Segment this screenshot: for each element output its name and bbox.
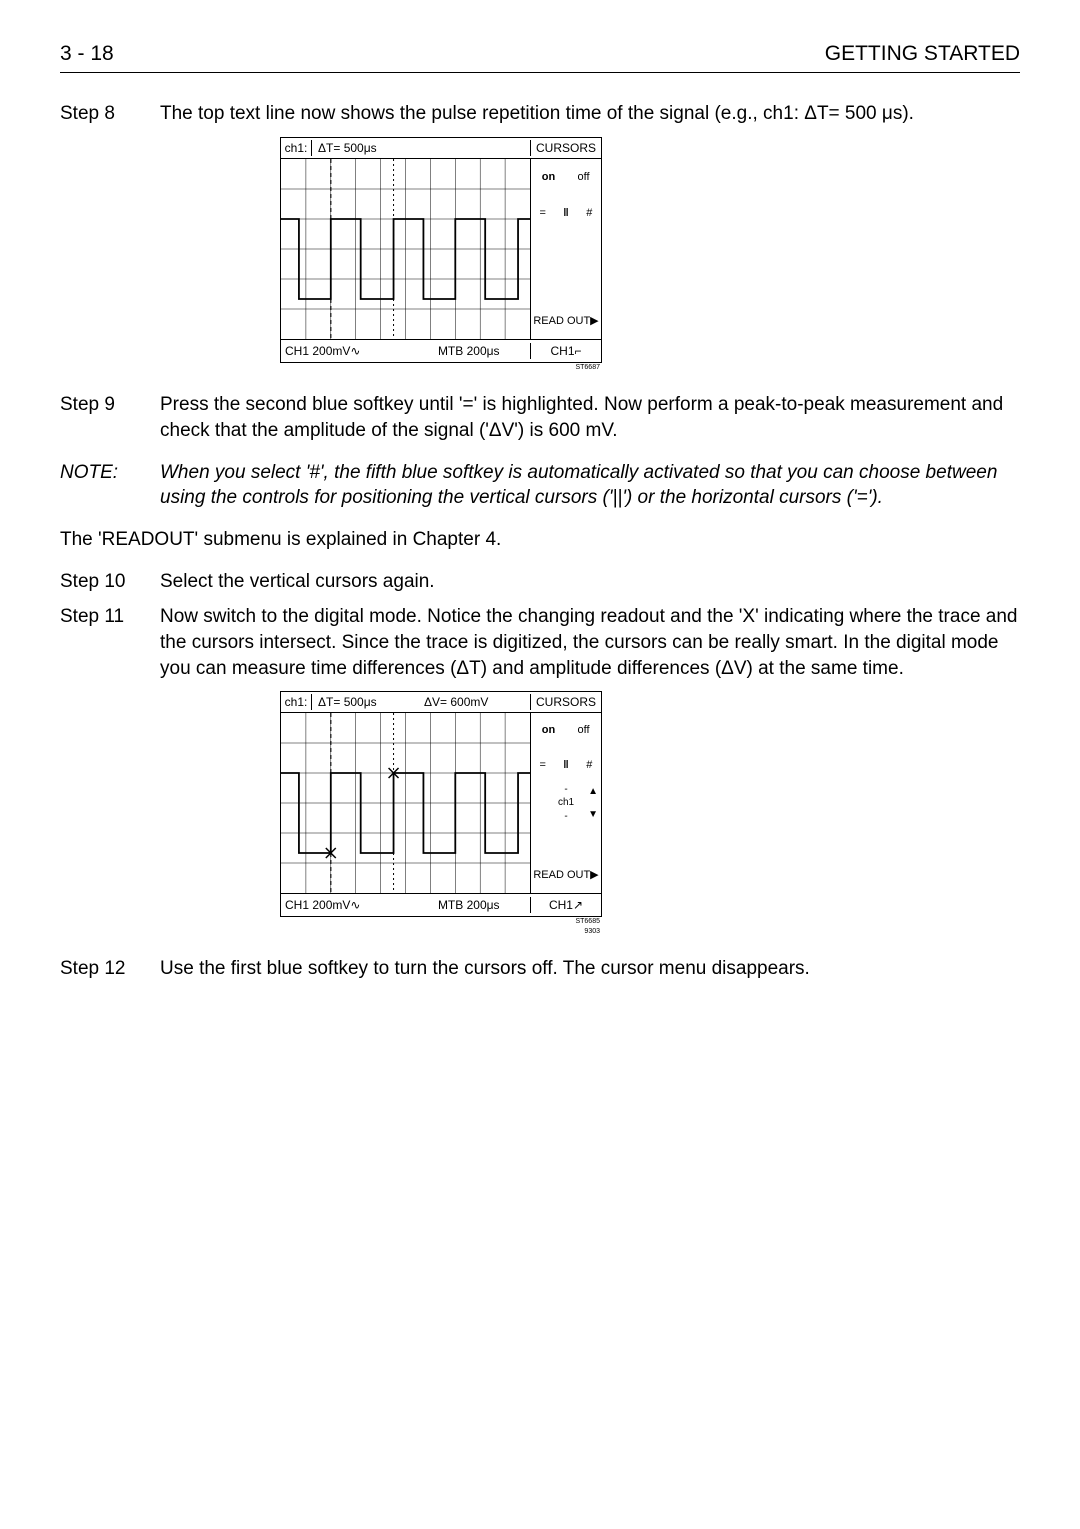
- scope-screen: [281, 713, 530, 893]
- scope-bottom-ch: CH1 200mV∿: [281, 343, 408, 359]
- note-text: When you select '#', the fifth blue soft…: [160, 460, 1020, 511]
- page-title: GETTING STARTED: [825, 40, 1020, 68]
- scope-top-dt: ΔT= 500μs: [318, 694, 424, 710]
- scope-cursors-label: CURSORS: [530, 140, 601, 156]
- step-label: Step 8: [60, 101, 160, 127]
- note: NOTE: When you select '#', the fifth blu…: [60, 460, 1020, 511]
- scope-bottom-trig: CH1⌐: [530, 343, 601, 359]
- cursor-on-off: on off: [531, 159, 601, 195]
- step-text: Select the vertical cursors again.: [160, 569, 1020, 595]
- scope-bottom-trig: CH1↗: [530, 897, 601, 913]
- step-9: Step 9 Press the second blue softkey unt…: [60, 392, 1020, 443]
- scope-cursors-label: CURSORS: [530, 694, 601, 710]
- oscilloscope-diagram-1: ch1: ΔT= 500μs CURSORS: [280, 137, 1020, 372]
- step-label: Step 12: [60, 956, 160, 982]
- scope-side-menu: on off = ǁ # - ch1 - ▲ ▼ READ OUT▶: [530, 713, 601, 893]
- cursor-type: = ǁ #: [531, 195, 601, 231]
- scope-bottom-ch: CH1 200mV∿: [281, 897, 408, 913]
- scope-bottom-mtb: MTB 200μs: [408, 897, 531, 913]
- diagram-caption: ST6685 9303: [280, 917, 602, 936]
- oscilloscope-diagram-2: ch1: ΔT= 500μs ΔV= 600mV CURSORS: [280, 691, 1020, 936]
- note-label: NOTE:: [60, 460, 160, 511]
- page-header: 3 - 18 GETTING STARTED: [60, 40, 1020, 73]
- step-text: The top text line now shows the pulse re…: [160, 101, 1020, 127]
- step-11: Step 11 Now switch to the digital mode. …: [60, 604, 1020, 681]
- cursor-type: = ǁ #: [531, 748, 601, 783]
- step-label: Step 11: [60, 604, 160, 681]
- scope-top-ch: ch1:: [281, 140, 312, 156]
- readout-label: READ OUT▶: [531, 303, 601, 339]
- step-10: Step 10 Select the vertical cursors agai…: [60, 569, 1020, 595]
- scope-top-ch: ch1:: [281, 694, 312, 710]
- cursor-on-off: on off: [531, 713, 601, 748]
- step-text: Press the second blue softkey until '=' …: [160, 392, 1020, 443]
- step-8: Step 8 The top text line now shows the p…: [60, 101, 1020, 127]
- scope-bottom-mtb: MTB 200μs: [408, 343, 531, 359]
- scope-screen: [281, 159, 530, 339]
- step-label: Step 9: [60, 392, 160, 443]
- step-text: Now switch to the digital mode. Notice t…: [160, 604, 1020, 681]
- scope-side-menu: on off = ǁ # READ OUT▶: [530, 159, 601, 339]
- readout-label: READ OUT▶: [531, 858, 601, 893]
- step-text: Use the first blue softkey to turn the c…: [160, 956, 1020, 982]
- scope-top-dv: ΔV= 600mV: [424, 694, 530, 710]
- step-label: Step 10: [60, 569, 160, 595]
- page-number: 3 - 18: [60, 40, 114, 68]
- step-12: Step 12 Use the first blue softkey to tu…: [60, 956, 1020, 982]
- scope-top-dt: ΔT= 500μs: [312, 140, 530, 156]
- diagram-caption: ST6687: [280, 363, 602, 372]
- ch-select: - ch1 - ▲ ▼: [531, 783, 601, 824]
- readout-paragraph: The 'READOUT' submenu is explained in Ch…: [60, 527, 1020, 553]
